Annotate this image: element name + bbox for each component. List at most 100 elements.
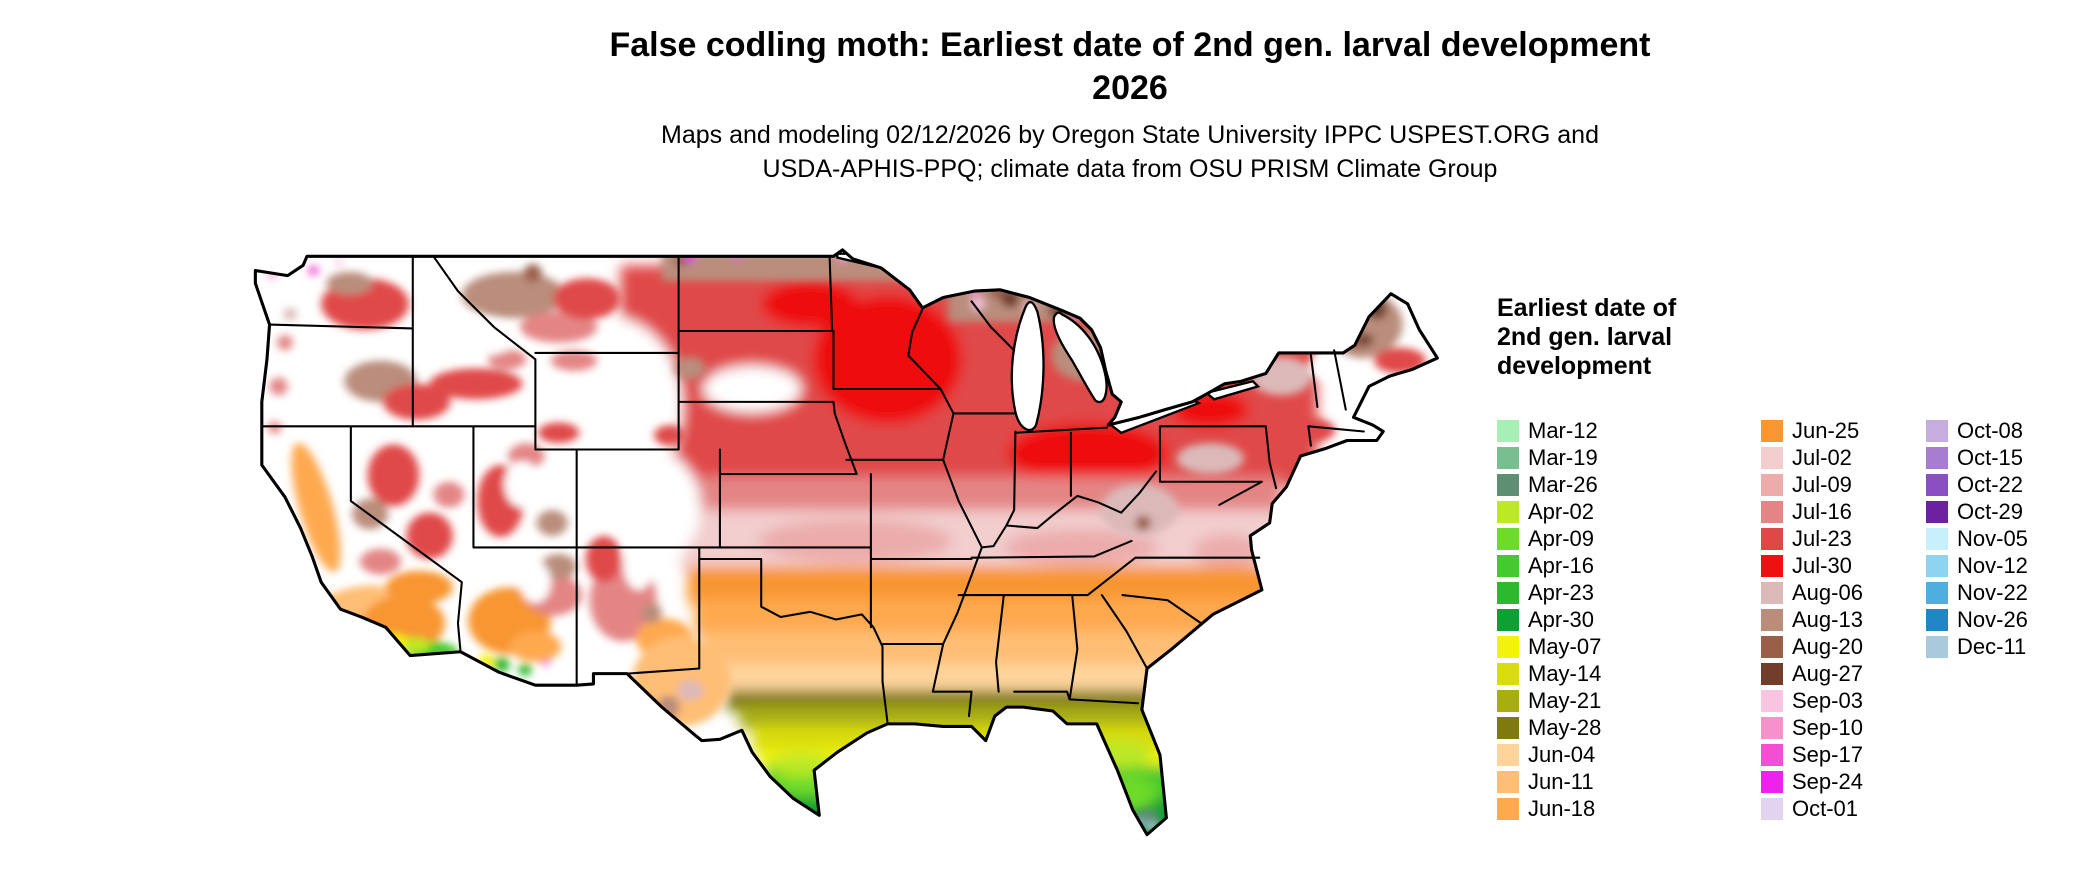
legend-swatch <box>1926 420 1948 442</box>
legend-label: Aug-13 <box>1792 607 1863 632</box>
legend-label: Apr-30 <box>1528 607 1595 632</box>
legend-entry: Oct-15 <box>1926 447 2028 469</box>
title-line2: 2026 <box>1092 68 1168 107</box>
legend-label: Apr-16 <box>1528 553 1595 578</box>
page-subtitle: Maps and modeling 02/12/2026 by Oregon S… <box>350 118 1910 186</box>
legend-entry: Mar-12 <box>1497 420 1601 442</box>
legend-label: Jul-23 <box>1792 526 1852 551</box>
legend-swatch <box>1497 798 1519 820</box>
legend-entry: Nov-26 <box>1926 609 2028 631</box>
legend-entry: Apr-23 <box>1497 582 1601 604</box>
legend-label: Sep-17 <box>1792 742 1863 767</box>
legend-entry: Apr-16 <box>1497 555 1601 577</box>
legend-entry: Jun-11 <box>1497 771 1601 793</box>
legend-label: Jun-18 <box>1528 796 1596 821</box>
legend-label: Oct-08 <box>1957 418 2024 443</box>
legend-entry: Aug-13 <box>1761 609 1863 631</box>
legend-swatch <box>1497 636 1519 658</box>
legend-swatch <box>1497 663 1519 685</box>
lake-huron <box>1052 311 1108 404</box>
lake-michigan <box>1010 300 1045 432</box>
legend-swatch <box>1926 609 1948 631</box>
legend-entry: Oct-01 <box>1761 798 1863 820</box>
legend-label: Oct-29 <box>1957 499 2024 524</box>
legend-entry: Nov-12 <box>1926 555 2028 577</box>
legend-swatch <box>1761 528 1783 550</box>
legend-entry: May-14 <box>1497 663 1601 685</box>
legend-swatch <box>1926 447 1948 469</box>
legend-column-3: Oct-08 Oct-15 Oct-22 Oct-29 Nov-05 Nov-12 Nov-… <box>1926 420 2028 663</box>
legend-label: Aug-20 <box>1792 634 1863 659</box>
legend-swatch <box>1497 501 1519 523</box>
legend-swatch <box>1497 771 1519 793</box>
legend-entry: Mar-26 <box>1497 474 1601 496</box>
legend-entry: Jun-18 <box>1497 798 1601 820</box>
legend-swatch <box>1497 474 1519 496</box>
legend-entry: Jul-09 <box>1761 474 1863 496</box>
legend-swatch <box>1761 771 1783 793</box>
legend-swatch <box>1497 420 1519 442</box>
regional-mottle <box>268 252 1426 833</box>
legend-entry: May-07 <box>1497 636 1601 658</box>
legend-swatch <box>1497 582 1519 604</box>
legend-label: Aug-06 <box>1792 580 1863 605</box>
legend-label: Oct-01 <box>1792 796 1859 821</box>
legend-swatch <box>1497 609 1519 631</box>
legend-swatch <box>1761 474 1783 496</box>
legend-entry: Sep-17 <box>1761 744 1863 766</box>
legend-label: Oct-15 <box>1957 445 2024 470</box>
legend-label: Jul-09 <box>1792 472 1852 497</box>
legend-entry: Oct-29 <box>1926 501 2028 523</box>
legend-label: Jul-30 <box>1792 553 1852 578</box>
legend-label: Sep-24 <box>1792 769 1863 794</box>
legend-swatch <box>1926 501 1948 523</box>
legend-entry: Aug-06 <box>1761 582 1863 604</box>
legend-swatch <box>1497 555 1519 577</box>
legend-label: Apr-02 <box>1528 499 1595 524</box>
legend-entry: Apr-09 <box>1497 528 1601 550</box>
legend-entry: Sep-03 <box>1761 690 1863 712</box>
legend-label: Aug-27 <box>1792 661 1863 686</box>
legend-swatch <box>1926 474 1948 496</box>
legend-entry: Aug-20 <box>1761 636 1863 658</box>
legend-entry: Dec-11 <box>1926 636 2028 658</box>
legend-entry: Aug-27 <box>1761 663 1863 685</box>
legend-label: Apr-09 <box>1528 526 1595 551</box>
legend-swatch <box>1761 501 1783 523</box>
title-line1: False codling moth: Earliest date of 2nd… <box>609 26 1651 64</box>
subtitle-line1: Maps and modeling 02/12/2026 by Oregon S… <box>661 121 1599 149</box>
legend-label: Nov-22 <box>1957 580 2028 605</box>
legend-swatch <box>1761 636 1783 658</box>
lake-ontario <box>1203 379 1261 401</box>
legend-entry: Sep-10 <box>1761 717 1863 739</box>
legend-swatch <box>1761 798 1783 820</box>
legend-label: May-07 <box>1528 634 1602 659</box>
legend-label: May-21 <box>1528 688 1602 713</box>
legend-label: May-14 <box>1528 661 1602 686</box>
legend-entry: May-28 <box>1497 717 1601 739</box>
legend-entry: Apr-02 <box>1497 501 1601 523</box>
legend-entry: Nov-22 <box>1926 582 2028 604</box>
legend-swatch <box>1926 528 1948 550</box>
legend-entry: Sep-24 <box>1761 771 1863 793</box>
legend-swatch <box>1926 582 1948 604</box>
legend-entry: Jul-02 <box>1761 447 1863 469</box>
legend-swatch <box>1497 528 1519 550</box>
page-title: False codling moth: Earliest date of 2nd… <box>350 24 1910 109</box>
legend-swatch <box>1761 555 1783 577</box>
legend-label: Jun-11 <box>1528 769 1594 794</box>
legend-label: Nov-12 <box>1957 553 2028 578</box>
legend-swatch <box>1761 420 1783 442</box>
legend-swatch <box>1926 555 1948 577</box>
map-color-field <box>255 249 1438 835</box>
legend-label: Sep-03 <box>1792 688 1863 713</box>
legend-label: Jun-04 <box>1528 742 1596 767</box>
legend-swatch <box>1761 717 1783 739</box>
legend-label: Jul-02 <box>1792 445 1852 470</box>
legend-swatch <box>1497 690 1519 712</box>
us-map-container <box>236 237 1449 881</box>
us-map <box>253 248 1439 837</box>
legend-column-2: Jun-25 Jul-02 Jul-09 Jul-16 Jul-23 Jul-30 Aug-… <box>1761 420 1863 825</box>
legend-heading: Earliest date of 2nd gen. larval develop… <box>1497 294 1677 380</box>
